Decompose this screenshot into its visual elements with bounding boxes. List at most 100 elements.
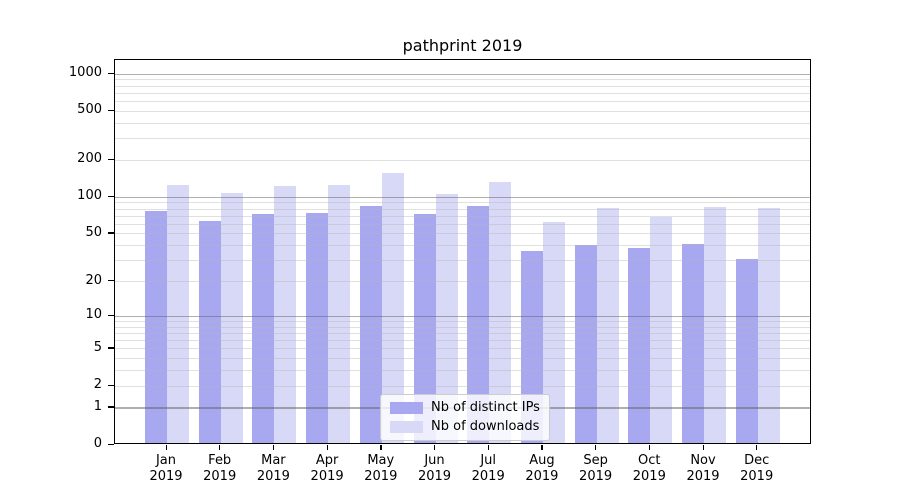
legend-label-downloads: Nb of downloads [431,419,540,434]
y-tick-label-10: 10 [85,307,102,323]
x-tick-label-sep: Sep 2019 [568,453,624,485]
x-tick-label-jul: Jul 2019 [460,453,516,485]
y-tick-label-20: 20 [85,272,102,288]
y-tick-mark-200 [108,158,114,161]
y-tick-label-5: 5 [93,339,102,355]
x-tick-label-line: 2019 [471,469,505,484]
bar-distinct-ips-oct [628,247,651,443]
y-tick-mark-2 [108,384,114,386]
x-tick-label-line: Jun [424,453,445,468]
y-tick-label-2: 2 [93,377,102,393]
legend-row-downloads: Nb of downloads [390,419,540,435]
bar-downloads-feb [220,192,243,443]
y-tick-mark-20 [108,280,114,282]
x-tick-mark-dec [756,445,758,450]
x-tick-label-line: Oct [638,453,661,468]
y-tick-mark-10 [108,314,114,317]
x-tick-label-oct: Oct 2019 [621,453,677,485]
x-tick-label-nov: Nov 2019 [675,453,731,485]
x-tick-label-line: Jan [155,453,177,468]
x-tick-label-line: 2019 [256,469,290,484]
legend-row-distinct-ips: Nb of distinct IPs [390,400,540,416]
x-tick-label-line: Apr [315,453,339,468]
bar-distinct-ips-jun [413,214,436,443]
x-tick-label-jan: Jan 2019 [138,453,194,485]
x-tick-mark-jun [434,445,436,450]
legend-label-distinct-ips: Nb of distinct IPs [431,400,540,415]
bars-layer [115,60,810,443]
bar-downloads-nov [704,207,726,443]
x-axis: Jan 2019 Feb 2019 Mar 2019 Apr 2019 May 2019 Jun 20… [114,444,811,494]
bar-distinct-ips-apr [306,213,329,443]
x-tick-label-line: 2019 [364,469,398,484]
bar-downloads-may [381,172,404,443]
x-tick-mark-jul [487,445,489,450]
x-tick-mark-aug [541,445,543,450]
bar-downloads-apr [328,184,351,443]
x-tick-label-line: Mar [261,453,286,468]
y-tick-mark-100 [108,195,114,198]
x-tick-label-line: 2019 [203,469,237,484]
y-tick-mark-50 [108,232,114,234]
bar-downloads-jul [489,181,512,443]
bar-downloads-mar [274,186,297,443]
bar-downloads-sep [596,207,619,443]
x-tick-label-line: Sep [583,453,608,468]
x-tick-mark-jan [165,445,167,450]
bar-distinct-ips-may [359,206,382,443]
x-tick-mark-sep [595,445,597,450]
bar-distinct-ips-jan [145,210,167,443]
bar-downloads-aug [542,222,565,443]
x-tick-mark-mar [272,445,275,450]
y-axis: 0 1 2 5 10 20 50 100 200 500 1000 [0,59,114,451]
bar-distinct-ips-mar [252,214,275,443]
bar-downloads-dec [757,208,780,443]
x-tick-label-line: Dec [744,453,770,468]
y-tick-label-200: 200 [77,151,102,167]
bar-downloads-oct [650,216,673,443]
chart-title: pathprint 2019 [402,36,523,55]
x-tick-mark-oct [648,445,651,450]
x-tick-label-feb: Feb 2019 [192,453,248,485]
x-tick-mark-nov [702,445,704,450]
bar-downloads-jan [167,184,189,443]
bar-distinct-ips-nov [682,243,704,443]
x-tick-label-dec: Dec 2019 [729,453,785,485]
x-tick-label-jun: Jun 2019 [407,453,463,485]
x-tick-label-line: Feb [208,453,232,468]
y-tick-label-1: 1 [93,398,102,414]
y-tick-mark-0 [108,443,114,445]
y-tick-mark-1 [108,406,114,408]
x-tick-mark-apr [326,445,328,450]
legend-swatch-distinct-ips [390,402,423,414]
legend: Nb of distinct IPs Nb of downloads [380,394,550,441]
legend-swatch-downloads [390,421,423,433]
y-tick-label-500: 500 [77,102,102,118]
x-tick-label-mar: Mar 2019 [245,453,301,485]
x-tick-label-line: 2019 [740,469,774,484]
x-tick-mark-feb [219,445,221,450]
x-tick-label-apr: Apr 2019 [299,453,355,485]
y-tick-label-50: 50 [85,224,102,240]
x-tick-label-line: Aug [529,453,555,468]
y-tick-mark-500 [108,109,114,112]
x-tick-label-line: 2019 [579,469,613,484]
x-tick-label-line: 2019 [686,469,720,484]
plot-area: Nb of distinct IPs Nb of downloads [114,59,811,444]
x-tick-label-line: 2019 [149,469,183,484]
y-tick-label-100: 100 [77,188,102,204]
x-tick-label-line: 2019 [417,469,452,484]
y-tick-mark-1000 [108,72,114,74]
x-tick-label-line: 2019 [525,469,559,484]
bar-distinct-ips-dec [735,258,758,443]
x-tick-mark-may [380,445,382,450]
y-tick-label-1000: 1000 [68,65,102,81]
x-tick-label-line: 2019 [632,469,666,484]
y-tick-label-0: 0 [93,436,102,451]
x-tick-label-line: 2019 [310,469,344,484]
x-tick-label-line: Nov [690,453,716,468]
x-tick-label-line: Jul [480,453,497,468]
x-tick-label-line: May [367,453,395,468]
bar-distinct-ips-jul [467,206,490,443]
